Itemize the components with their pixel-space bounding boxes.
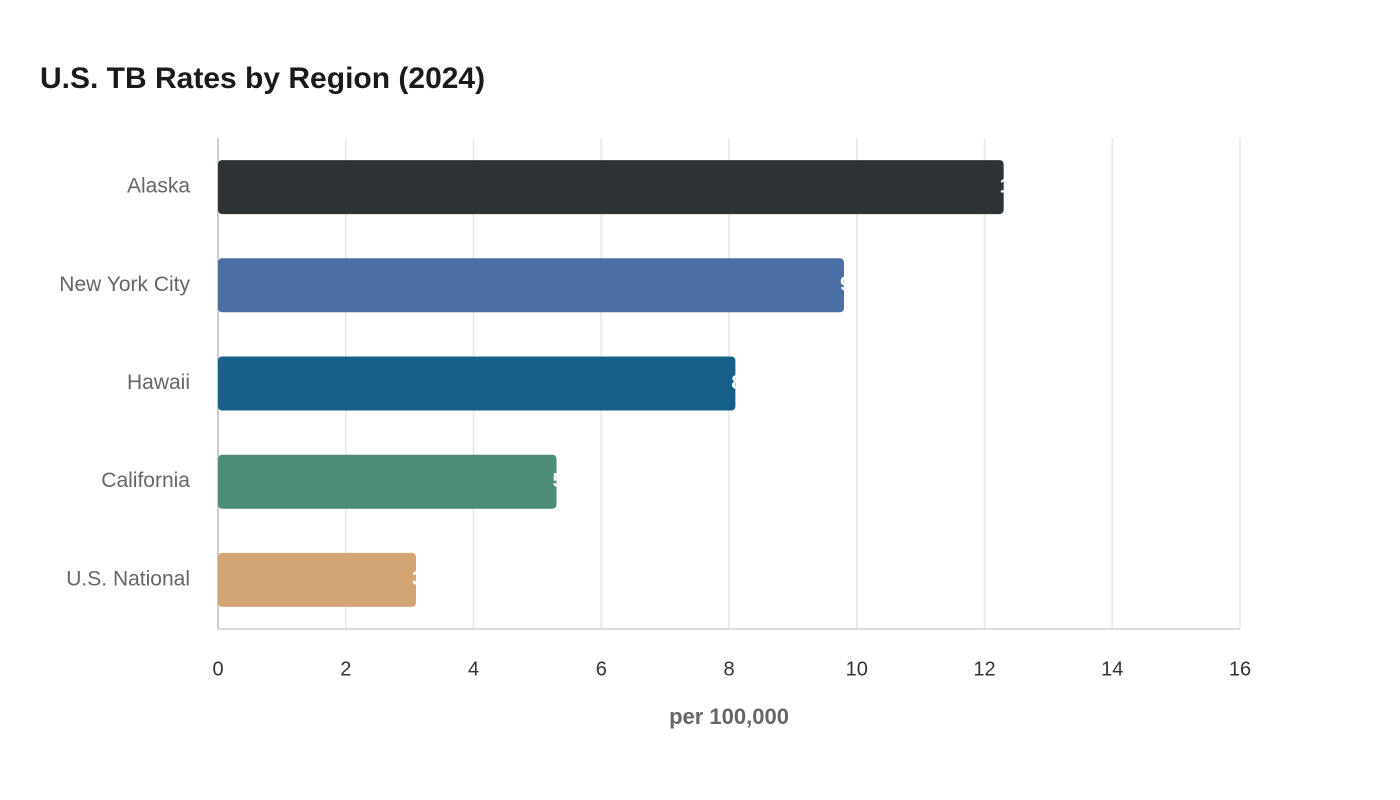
x-tick-label: 8 bbox=[723, 658, 734, 680]
x-axis-label: per 100,000 bbox=[669, 704, 789, 729]
value-label: 8.1 bbox=[731, 372, 759, 394]
x-tick-label: 14 bbox=[1101, 658, 1123, 680]
y-tick-label: U.S. National bbox=[66, 567, 190, 590]
chart-title: U.S. TB Rates by Region (2024) bbox=[40, 62, 485, 95]
y-tick-label: Alaska bbox=[127, 175, 190, 198]
bar bbox=[218, 160, 1004, 215]
value-label: 3.1 bbox=[412, 568, 440, 590]
y-tick-label: Hawaii bbox=[127, 371, 190, 394]
bar bbox=[218, 552, 417, 607]
value-label: 9.8 bbox=[840, 274, 868, 296]
x-tick-label: 16 bbox=[1229, 658, 1251, 680]
bar bbox=[218, 356, 736, 411]
x-tick-label: 6 bbox=[596, 658, 607, 680]
value-label: 5.3 bbox=[553, 470, 581, 492]
x-tick-label: 4 bbox=[468, 658, 479, 680]
y-tick-label: California bbox=[101, 469, 190, 492]
x-tick-label: 2 bbox=[340, 658, 351, 680]
x-tick-label: 0 bbox=[212, 658, 223, 680]
y-tick-label: New York City bbox=[59, 273, 190, 296]
x-tick-label: 12 bbox=[973, 658, 995, 680]
value-label: 12.3 bbox=[1000, 175, 1039, 197]
bar bbox=[218, 258, 844, 313]
x-tick-label: 10 bbox=[846, 658, 868, 680]
bar bbox=[218, 454, 557, 509]
